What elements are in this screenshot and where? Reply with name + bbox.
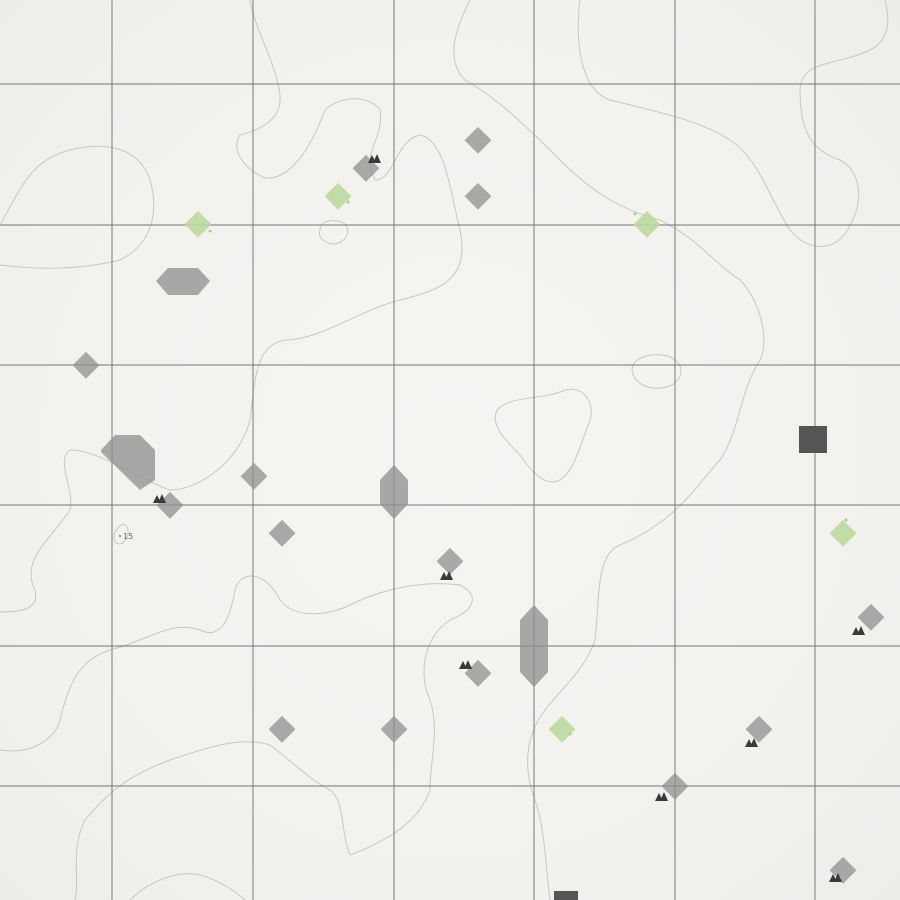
diamond-marker[interactable] — [436, 547, 464, 575]
building-icon[interactable] — [554, 891, 578, 900]
mountain-icon — [655, 792, 668, 801]
diamond-marker[interactable] — [156, 491, 184, 519]
green-diamond-marker[interactable] — [184, 210, 212, 238]
green-dot — [346, 200, 350, 204]
green-dot — [208, 229, 212, 233]
mountain-icon — [440, 571, 453, 580]
diamond-marker[interactable] — [380, 715, 408, 743]
elongated-hexagon[interactable] — [380, 465, 408, 519]
building-icon[interactable] — [799, 426, 827, 453]
contour-line — [113, 524, 129, 545]
elevation-dot — [119, 535, 121, 537]
contour-line — [494, 388, 592, 483]
mountain-icon — [745, 738, 758, 747]
green-dot — [844, 518, 848, 522]
contour-line — [129, 873, 246, 900]
diamond-marker[interactable] — [240, 462, 268, 490]
peak-icons — [153, 154, 865, 882]
green-dot — [568, 732, 572, 736]
mountain-icon — [153, 494, 166, 503]
diamond-marker[interactable] — [464, 182, 492, 210]
contour-line — [453, 0, 765, 900]
contour-line — [319, 220, 349, 245]
diamond-marker[interactable] — [72, 351, 100, 379]
diamond-marker[interactable] — [745, 715, 773, 743]
diamond-marker[interactable] — [857, 603, 885, 631]
elevation-label: 15 — [123, 532, 133, 541]
green-diamond-marker[interactable] — [633, 210, 661, 238]
green-dot — [633, 212, 637, 216]
diamond-marker[interactable] — [268, 715, 296, 743]
elongated-hexagon[interactable] — [520, 605, 548, 687]
contour-line — [0, 145, 155, 269]
diamond-marker[interactable] — [464, 126, 492, 154]
terrain-features — [101, 268, 827, 900]
green-diamond-marker[interactable] — [324, 182, 352, 210]
contour-line — [0, 0, 463, 613]
mountain-icon — [459, 660, 472, 669]
diamond-marker[interactable] — [268, 519, 296, 547]
contour-line — [577, 0, 889, 247]
green-diamond-marker[interactable] — [829, 519, 857, 547]
contour-line — [0, 575, 473, 900]
green-diamond-marker[interactable] — [548, 715, 576, 743]
mountain-icon — [852, 626, 865, 635]
mountain-icon — [829, 873, 842, 882]
hexagon-area[interactable] — [156, 268, 210, 295]
mountain-icon — [368, 154, 381, 163]
polygon-area[interactable] — [101, 435, 155, 490]
contour-line — [631, 354, 682, 389]
